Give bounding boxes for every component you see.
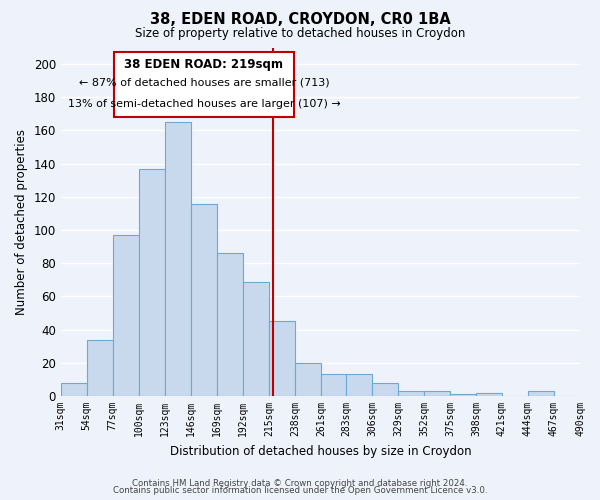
Bar (243, 282, 269, 396)
Bar (165, 122, 191, 396)
Bar (87, 340, 113, 396)
X-axis label: Distribution of detached houses by size in Croydon: Distribution of detached houses by size … (170, 444, 471, 458)
Bar (269, 322, 295, 396)
Bar (528, 391, 554, 396)
Text: Contains public sector information licensed under the Open Government Licence v3: Contains public sector information licen… (113, 486, 487, 495)
Bar (372, 383, 398, 396)
Y-axis label: Number of detached properties: Number of detached properties (15, 129, 28, 315)
Bar (476, 392, 502, 396)
Bar (113, 235, 139, 396)
Bar (424, 391, 450, 396)
Bar (139, 168, 165, 396)
Text: 13% of semi-detached houses are larger (107) →: 13% of semi-detached houses are larger (… (68, 99, 340, 109)
Bar (61, 383, 87, 396)
Text: 38 EDEN ROAD: 219sqm: 38 EDEN ROAD: 219sqm (124, 58, 283, 71)
Bar (217, 254, 243, 396)
Bar (321, 374, 346, 396)
Bar (346, 374, 372, 396)
Text: ← 87% of detached houses are smaller (713): ← 87% of detached houses are smaller (71… (79, 78, 329, 88)
Bar (295, 363, 321, 396)
Bar (398, 391, 424, 396)
Text: Size of property relative to detached houses in Croydon: Size of property relative to detached ho… (135, 28, 465, 40)
FancyBboxPatch shape (114, 52, 294, 117)
Text: 38, EDEN ROAD, CROYDON, CR0 1BA: 38, EDEN ROAD, CROYDON, CR0 1BA (149, 12, 451, 28)
Bar (191, 204, 217, 396)
Bar (450, 394, 476, 396)
Text: Contains HM Land Registry data © Crown copyright and database right 2024.: Contains HM Land Registry data © Crown c… (132, 478, 468, 488)
